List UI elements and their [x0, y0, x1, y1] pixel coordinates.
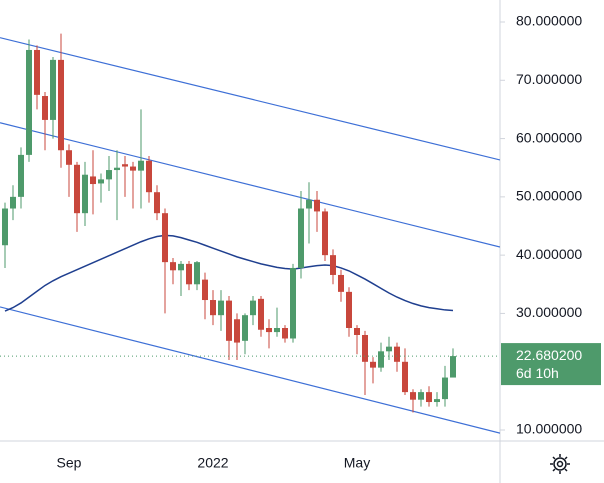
trendline — [0, 37, 500, 161]
candle-body — [146, 160, 152, 193]
candle-body — [362, 334, 368, 362]
candle-body — [50, 59, 56, 120]
x-tick-label: May — [344, 455, 370, 471]
candle-body — [74, 164, 80, 214]
candle-body — [186, 263, 192, 285]
candle-body — [18, 154, 24, 197]
candle-body — [346, 291, 352, 328]
candle-body — [2, 208, 8, 246]
candle-body — [34, 49, 40, 95]
candle-body — [258, 298, 264, 330]
candle-body — [106, 170, 112, 180]
candle-body — [58, 59, 64, 151]
candle-body — [226, 300, 232, 341]
moving-average — [4, 234, 454, 312]
y-tick-label: 70.000000 — [516, 71, 582, 87]
candle-body — [178, 263, 184, 271]
candle-body — [394, 346, 400, 362]
candle-body — [42, 96, 48, 120]
candle-body — [210, 300, 216, 316]
candle-body — [426, 392, 432, 403]
candle-body — [66, 150, 72, 165]
candle-body — [442, 377, 448, 400]
y-tick-label: 80.000000 — [516, 13, 582, 29]
candle-body — [298, 208, 304, 268]
y-tick-label: 40.000000 — [516, 246, 582, 262]
candle-body — [82, 174, 88, 214]
candle-body — [218, 300, 224, 316]
candle-body — [26, 49, 32, 155]
candle-body — [306, 199, 312, 209]
x-tick-label: 2022 — [197, 455, 228, 471]
candle-body — [242, 315, 248, 341]
candle-body — [418, 392, 424, 400]
candle-body — [330, 255, 336, 275]
candle-body — [322, 211, 328, 256]
candle-body — [450, 356, 456, 378]
candle-body — [402, 361, 408, 393]
candle-body — [194, 262, 200, 285]
y-tick-label: 10.000000 — [516, 421, 582, 437]
candle-body — [282, 328, 288, 339]
y-tick-label: 30.000000 — [516, 304, 582, 320]
candle-body — [354, 328, 360, 335]
candle-body — [10, 196, 16, 209]
candle-body — [90, 176, 96, 185]
candle-body — [154, 192, 160, 214]
candle-body — [170, 262, 176, 271]
candle-body — [130, 166, 136, 171]
candle-body — [386, 346, 392, 352]
y-tick-label: 50.000000 — [516, 188, 582, 204]
candle-body — [98, 179, 104, 184]
candle-body — [202, 279, 208, 301]
settings-icon[interactable] — [550, 454, 570, 474]
candle-body — [138, 160, 144, 171]
candle-body — [434, 399, 440, 403]
candle-body — [410, 392, 416, 400]
candle-body — [370, 361, 376, 368]
candle-body — [314, 199, 320, 212]
candle-body — [250, 300, 256, 316]
candle-body — [378, 351, 384, 368]
candle-body — [234, 319, 240, 343]
x-tick-label: Sep — [57, 455, 82, 471]
candle-body — [114, 167, 120, 171]
candle-body — [122, 164, 128, 167]
candle-body — [162, 213, 168, 263]
trendline — [0, 306, 500, 434]
countdown-label: 6d 10h — [516, 365, 559, 381]
candle-body — [274, 328, 280, 333]
candle-body — [290, 267, 296, 339]
candle-body — [266, 328, 272, 333]
last-price-label: 22.680200 — [516, 347, 582, 363]
trendline — [0, 122, 500, 248]
y-tick-label: 60.000000 — [516, 129, 582, 145]
candle-body — [338, 274, 344, 292]
last-price-box — [501, 343, 601, 386]
